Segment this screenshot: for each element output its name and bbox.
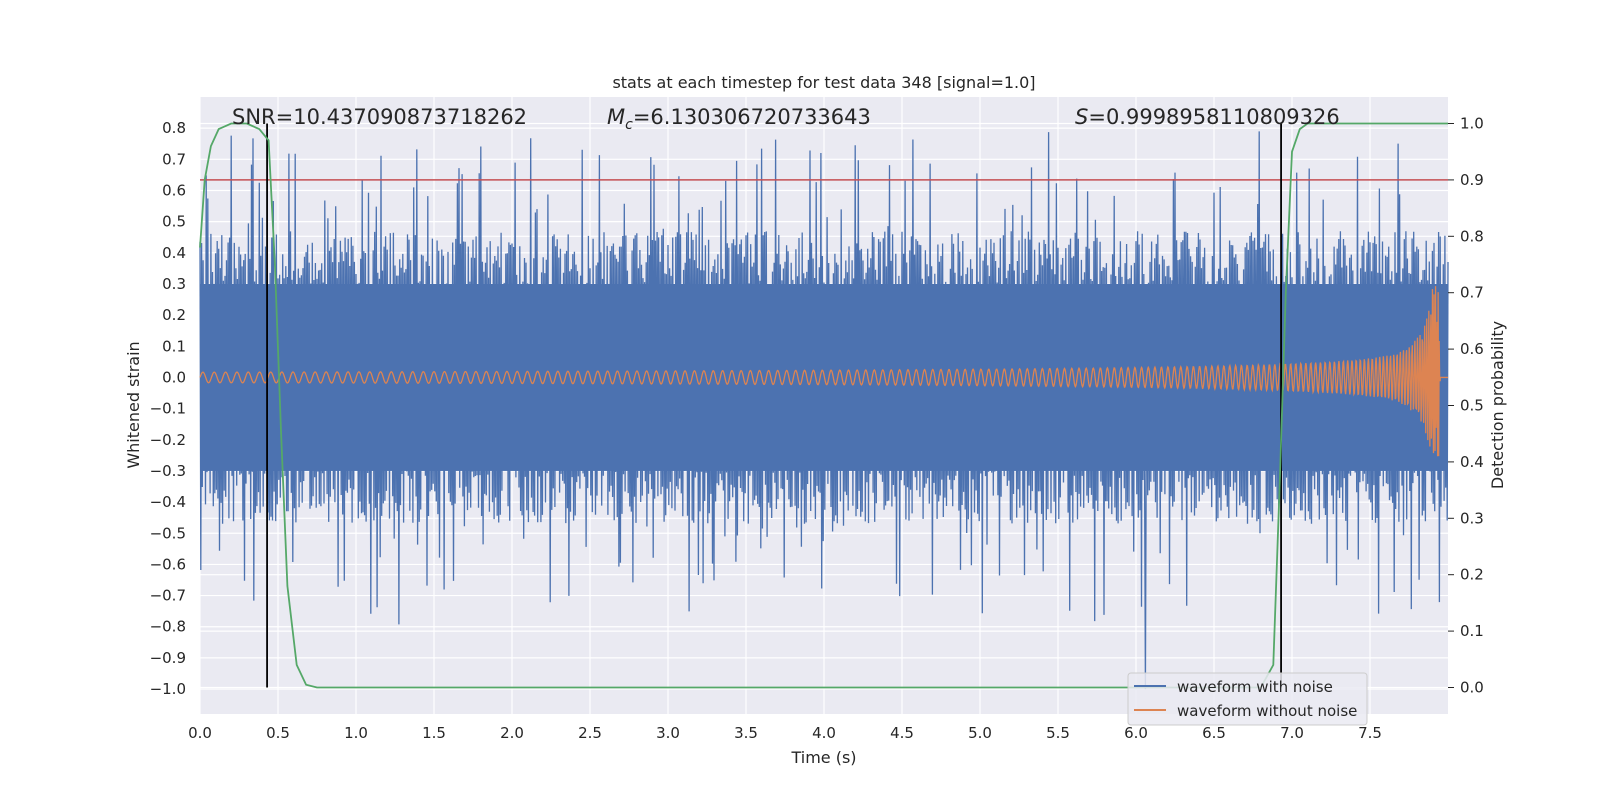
x-tick-label: 1.5 [422,724,446,742]
x-tick-label: 2.5 [578,724,602,742]
statistic-value: =0.9998958110809326 [1088,105,1339,129]
legend-box [1127,672,1368,726]
y2-tick-label: 0.1 [1460,622,1484,640]
x-tick-label: 3.0 [656,724,680,742]
x-tick-label: 3.5 [734,724,758,742]
y-tick-label: 0.7 [162,150,186,168]
y2-tick-label: 0.4 [1460,453,1484,471]
x-tick-label: 0.5 [266,724,290,742]
y2-tick-label: 0.2 [1460,566,1484,584]
x-tick-label: 5.5 [1046,724,1070,742]
plot-area [199,122,1449,690]
y2-tick-label: 0.7 [1460,284,1484,302]
y-tick-label: 0.3 [162,275,186,293]
x-tick-label: 6.5 [1202,724,1226,742]
y-tick-label: −0.9 [150,649,186,667]
x-axis-ticks: 0.0 0.5 1.0 1.5 2.0 2.5 3.0 3.5 4.0 4.5 5.0 5.5 6.0 6… [188,724,1382,742]
y-tick-label: 0.1 [162,337,186,355]
y-axis-ticks: 0.8 0.7 0.6 0.5 0.4 0.3 0.2 0.1 0.0 −0.1 −0.2 −0.3 −… [150,119,186,698]
y-tick-label: 0.2 [162,306,186,324]
y2-tick-label: 0.8 [1460,227,1484,245]
y2-tick-label: 0.9 [1460,171,1484,189]
legend: waveform with noise waveform without noi… [1127,672,1368,726]
y-tick-label: 0.6 [162,181,186,199]
x-tick-label: 5.0 [968,724,992,742]
snr-annotation: SNR=10.437090873718262 [232,105,527,129]
chirp-mass-symbol: M [607,105,625,129]
y-tick-label: −0.4 [150,493,186,511]
y-tick-label: −0.6 [150,555,186,573]
y-tick-label: 0.4 [162,244,186,262]
legend-label-noise: waveform with noise [1177,678,1333,696]
legend-label-clean: waveform without noise [1177,702,1357,720]
y-tick-label: 0.5 [162,213,186,231]
y-tick-label: −0.3 [150,462,186,480]
x-tick-label: 2.0 [500,724,524,742]
y-tick-label: −0.5 [150,524,186,542]
chirp-mass-annotation: Mc=6.130306720733643 [607,105,871,133]
series-line-detection-probability [199,122,1448,689]
series-line-waveform-without-noise [199,286,1448,457]
y-tick-label: −0.7 [150,587,186,605]
y-tick-label: −1.0 [150,680,186,698]
y2-tick-label: 0.6 [1460,340,1484,358]
x-tick-label: 7.0 [1280,724,1304,742]
y2-tick-label: 1.0 [1460,115,1484,133]
statistic-annotation: S=0.9998958110809326 [1075,105,1340,129]
y2-tick-label: 0.3 [1460,509,1484,527]
x-tick-label: 4.0 [812,724,836,742]
y2-tick-label: 0.0 [1460,678,1484,696]
chirp-mass-value: =6.130306720733643 [633,105,871,129]
chart-title: stats at each timestep for test data 348… [612,73,1035,92]
y-tick-label: −0.8 [150,618,186,636]
y-axis-label: Whitened strain [124,341,143,468]
y2-axis-ticks: 1.0 0.9 0.8 0.7 0.6 0.5 0.4 0.3 0.2 0.1 0.0 [1448,115,1484,696]
x-axis-label: Time (s) [790,748,856,767]
y-tick-label: −0.1 [150,400,186,418]
x-tick-label: 7.5 [1358,724,1382,742]
y2-axis-label: Detection probability [1488,321,1507,489]
y-tick-label: 0.0 [162,368,186,386]
x-tick-label: 6.0 [1124,724,1148,742]
y-tick-label: 0.8 [162,119,186,137]
chirp-mass-subscript: c [625,117,633,133]
statistic-symbol: S [1075,105,1088,129]
x-tick-label: 0.0 [188,724,212,742]
x-tick-label: 4.5 [890,724,914,742]
y-tick-label: −0.2 [150,431,186,449]
y2-tick-label: 0.5 [1460,397,1484,415]
x-tick-label: 1.0 [344,724,368,742]
